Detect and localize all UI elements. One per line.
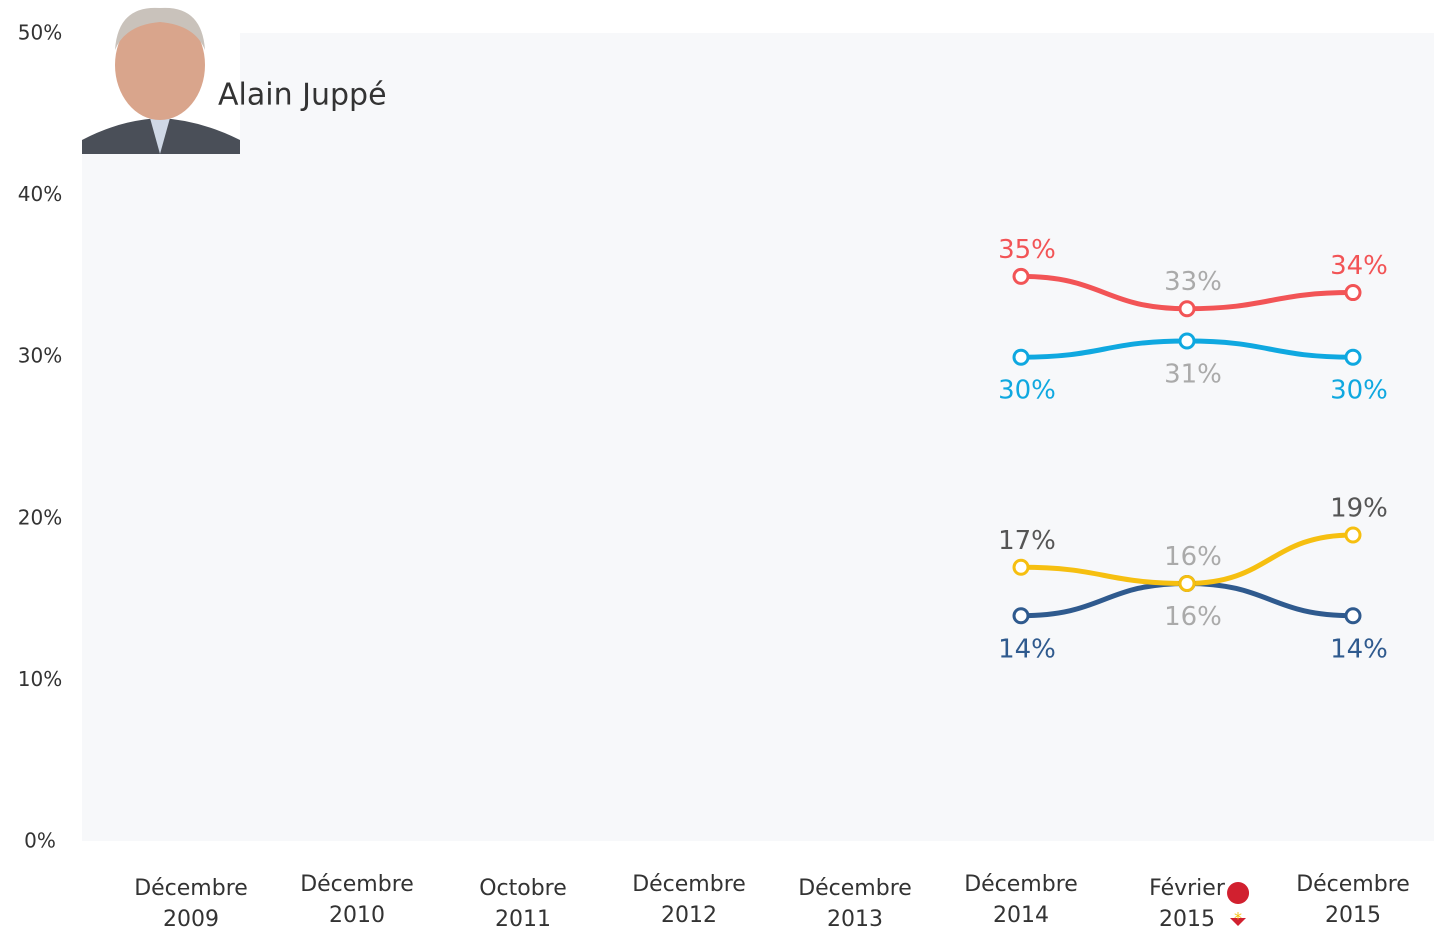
data-label: 33%	[1164, 267, 1222, 297]
data-point	[1344, 526, 1362, 544]
data-point	[1012, 267, 1030, 285]
y-tick-label: 20%	[18, 505, 62, 529]
note-marker	[1227, 882, 1250, 926]
data-label: 16%	[1164, 542, 1222, 572]
x-tick-label: 2015	[1325, 903, 1381, 928]
x-tick-label: 2013	[827, 907, 883, 932]
portrait	[82, 0, 240, 154]
x-tick-label: 2009	[163, 907, 219, 932]
y-tick-label: 50%	[18, 21, 62, 45]
data-point	[1344, 284, 1362, 302]
x-tick-label: 2011	[495, 907, 551, 932]
x-tick-label: 2014	[993, 903, 1049, 928]
plot-background	[82, 33, 1434, 841]
data-label: 16%	[1164, 602, 1222, 632]
data-point	[1012, 607, 1030, 625]
data-label: 30%	[998, 376, 1056, 406]
x-tick-label: 2015	[1159, 907, 1215, 932]
x-tick-label: Décembre	[300, 872, 414, 897]
data-point	[1344, 348, 1362, 366]
data-point	[1178, 574, 1196, 592]
data-label: 17%	[998, 526, 1056, 556]
data-point	[1344, 607, 1362, 625]
note-marker-star: *	[1234, 909, 1242, 928]
data-label: 31%	[1164, 360, 1222, 390]
data-label: 14%	[998, 634, 1056, 664]
x-tick-label: Décembre	[798, 876, 912, 901]
data-label: 14%	[1330, 634, 1388, 664]
data-point	[1178, 332, 1196, 350]
x-tick-label: Février	[1149, 876, 1226, 901]
data-point	[1178, 300, 1196, 318]
x-tick-label: Décembre	[632, 872, 746, 897]
data-label: 30%	[1330, 376, 1388, 406]
y-tick-label: 10%	[18, 667, 62, 691]
x-tick-label: 2010	[329, 903, 385, 928]
x-tick-label: Octobre	[479, 876, 567, 901]
chart-title: Alain Juppé	[218, 78, 387, 113]
y-tick-label: 0%	[24, 829, 56, 853]
x-tick-label: Décembre	[134, 876, 248, 901]
x-tick-label: 2012	[661, 903, 717, 928]
data-point	[1012, 558, 1030, 576]
data-point	[1012, 348, 1030, 366]
x-tick-label: Décembre	[1296, 872, 1410, 897]
data-label: 34%	[1330, 251, 1388, 281]
x-tick-label: Décembre	[964, 872, 1078, 897]
data-label: 19%	[1330, 493, 1388, 523]
y-tick-label: 30%	[18, 344, 62, 368]
y-tick-label: 40%	[18, 182, 62, 206]
data-label: 35%	[998, 235, 1056, 265]
